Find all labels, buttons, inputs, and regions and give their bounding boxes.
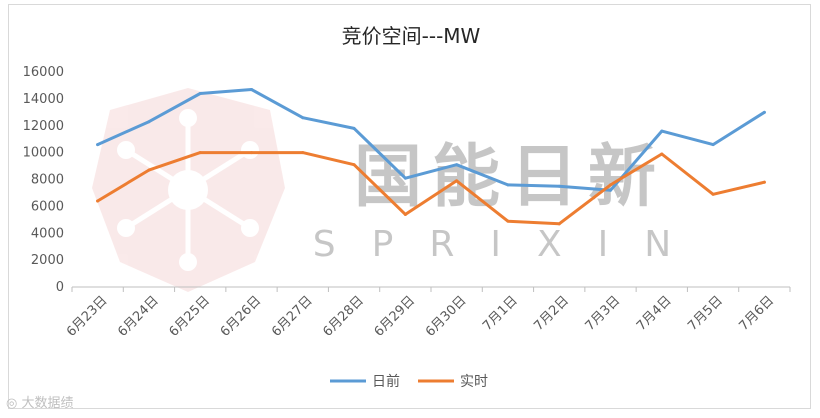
data-point xyxy=(147,168,151,172)
x-tick-label: 7月4日 xyxy=(634,293,675,334)
data-point xyxy=(557,184,561,188)
data-point xyxy=(352,163,356,167)
data-point xyxy=(147,120,151,124)
data-point xyxy=(96,143,100,147)
y-tick-label: 8000 xyxy=(31,173,64,188)
x-tick-label: 6月27日 xyxy=(269,293,316,340)
x-tick-label: 6月25日 xyxy=(166,293,213,340)
data-point xyxy=(557,222,561,226)
x-tick-label: 7月1日 xyxy=(480,293,521,334)
data-point xyxy=(455,163,459,167)
y-tick-label: 12000 xyxy=(23,119,64,134)
watermark-logo xyxy=(92,88,285,292)
data-point xyxy=(762,180,766,184)
y-tick-label: 4000 xyxy=(31,226,64,241)
data-point xyxy=(301,116,305,120)
y-tick-label: 14000 xyxy=(23,92,64,107)
data-point xyxy=(403,176,407,180)
y-tick-label: 0 xyxy=(56,280,64,295)
data-point xyxy=(609,188,612,192)
x-tick-label: 6月23日 xyxy=(64,293,111,340)
data-point xyxy=(250,151,253,155)
camera-icon: ◎ xyxy=(6,396,18,411)
data-point xyxy=(660,129,664,133)
y-tick-label: 2000 xyxy=(31,253,64,268)
data-point xyxy=(762,110,766,114)
y-tick-label: 16000 xyxy=(23,65,64,80)
legend: 日前 实时 xyxy=(330,373,488,390)
watermark-text: 国能日新 xyxy=(354,138,666,217)
legend-label-0: 日前 xyxy=(372,373,400,390)
legend-label-1: 实时 xyxy=(460,374,488,390)
x-tick-label: 7月5日 xyxy=(685,293,726,334)
y-tick-label: 10000 xyxy=(23,146,64,161)
data-point xyxy=(352,126,356,130)
x-axis: 6月23日 6月24日 6月25日 6月26日 6月27日 6月28日 6月29日 6月30日… xyxy=(64,286,791,340)
data-point xyxy=(506,183,510,187)
x-tick-label: 7月6日 xyxy=(736,293,777,334)
watermark-subtext: SPRIXIN xyxy=(313,224,707,265)
footer-source: ◎ 大数据绩 xyxy=(6,392,74,411)
x-tick-label: 6月28日 xyxy=(320,293,367,340)
data-point xyxy=(660,152,664,156)
data-point xyxy=(198,92,202,95)
chart-frame xyxy=(8,4,811,409)
chart-title: 竞价空间---MW xyxy=(342,24,481,48)
data-point xyxy=(250,87,253,91)
series-line-1 xyxy=(96,151,766,226)
x-tick-label: 7月3日 xyxy=(583,293,624,334)
data-point xyxy=(301,151,305,155)
series-line-0 xyxy=(96,88,766,192)
x-tick-label: 6月29日 xyxy=(372,293,419,340)
footer-source-text: 大数据绩 xyxy=(21,396,74,411)
x-tick-label: 6月24日 xyxy=(115,293,162,340)
data-point xyxy=(96,199,100,203)
data-point xyxy=(506,219,510,223)
x-tick-label: 6月26日 xyxy=(218,293,265,340)
x-tick-label: 6月30日 xyxy=(423,293,470,340)
data-point xyxy=(609,183,612,187)
y-tick-label: 6000 xyxy=(31,199,64,214)
data-point xyxy=(198,151,202,155)
y-axis: 0 2000 4000 6000 8000 10000 12000 14000 16000 xyxy=(23,65,64,295)
data-point xyxy=(711,143,715,147)
x-tick-label: 7月2日 xyxy=(531,293,572,334)
series-group xyxy=(96,87,766,226)
data-point xyxy=(403,212,407,216)
data-point xyxy=(455,179,459,183)
data-point xyxy=(711,192,715,196)
